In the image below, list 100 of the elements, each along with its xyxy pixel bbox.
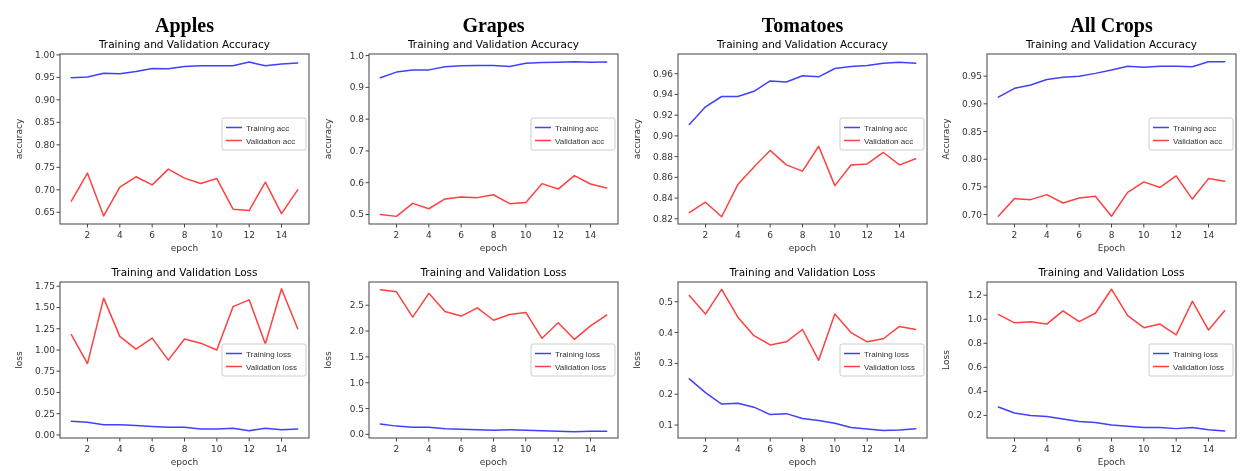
- x-tick-label: 10: [520, 444, 532, 454]
- x-tick-label: 12: [243, 444, 255, 454]
- y-tick-label: 1.5: [349, 351, 364, 362]
- y-tick-label: 1.0: [349, 377, 365, 388]
- y-tick-label: 0.4: [658, 327, 674, 338]
- y-tick-label: 0.86: [652, 172, 674, 183]
- y-tick-label: 0.75: [34, 366, 55, 377]
- y-tick-label: 0.82: [652, 213, 673, 224]
- x-tick-label: 12: [243, 230, 255, 240]
- x-tick-label: 6: [149, 444, 156, 454]
- x-tick-label: 6: [1076, 444, 1083, 454]
- x-tick-label: 8: [1108, 444, 1115, 454]
- line-series: [379, 60, 608, 79]
- y-tick-label: 0.75: [961, 181, 982, 192]
- legend-label: Training acc: [555, 123, 599, 133]
- y-axis-title: accuracy: [323, 118, 333, 160]
- x-tick-label: 10: [829, 444, 841, 454]
- x-tick-label: 2: [1011, 230, 1018, 240]
- y-tick-label: 1.00: [34, 344, 56, 355]
- y-axis-title: loss: [632, 351, 642, 369]
- y-tick-label: 0.70: [961, 209, 983, 220]
- x-tick-label: 12: [1170, 230, 1182, 240]
- x-tick-label: 8: [181, 230, 188, 240]
- x-tick-label: 8: [1108, 230, 1115, 240]
- x-tick-label: 10: [1138, 230, 1150, 240]
- line-series: [70, 288, 299, 365]
- y-axis-title: Loss: [941, 349, 951, 370]
- x-tick-label: 10: [211, 230, 223, 240]
- x-tick-label: 8: [490, 444, 497, 454]
- y-tick-label: 0.88: [652, 151, 674, 162]
- chart-title: Training and Validation Loss: [419, 266, 567, 278]
- x-tick-label: 10: [211, 444, 223, 454]
- x-tick-label: 6: [458, 444, 465, 454]
- y-tick-label: 0.9: [349, 82, 365, 93]
- y-tick-label: 0.94: [652, 89, 674, 100]
- legend-label: Training loss: [555, 349, 601, 359]
- line-series: [70, 61, 299, 79]
- chart-title: Training and Validation Loss: [110, 266, 258, 278]
- y-tick-label: 0.4: [967, 386, 983, 397]
- x-tick-label: 14: [1202, 230, 1215, 240]
- x-tick-label: 14: [1202, 444, 1215, 454]
- x-axis-title: epoch: [479, 457, 508, 467]
- chart-subtitle: Training and Validation Accuracy: [716, 38, 888, 50]
- chart-title: Apples: [155, 14, 215, 37]
- x-tick-label: 10: [829, 230, 841, 240]
- x-tick-label: 2: [702, 230, 709, 240]
- y-tick-label: 0.7: [349, 145, 364, 156]
- x-tick-label: 4: [734, 444, 741, 454]
- line-series: [688, 378, 917, 432]
- y-tick-label: 1.2: [967, 290, 982, 301]
- x-tick-label: 8: [490, 230, 497, 240]
- x-tick-label: 8: [181, 444, 188, 454]
- y-axis-title: accuracy: [14, 118, 24, 160]
- chart-title: Training and Validation Loss: [1037, 266, 1185, 278]
- chart-title: All Crops: [1070, 14, 1153, 37]
- x-tick-label: 8: [799, 230, 806, 240]
- x-tick-label: 6: [767, 230, 774, 240]
- y-tick-label: 0.5: [349, 209, 364, 220]
- line-series: [379, 423, 608, 433]
- line-series: [688, 288, 917, 362]
- x-tick-label: 12: [861, 230, 873, 240]
- line-series: [997, 61, 1226, 98]
- x-tick-label: 4: [425, 230, 432, 240]
- y-tick-label: 0.2: [658, 389, 673, 400]
- x-axis-title: epoch: [170, 457, 199, 467]
- chart-title: Training and Validation Loss: [728, 266, 876, 278]
- y-tick-label: 0.70: [34, 184, 56, 195]
- legend-label: Validation acc: [555, 136, 605, 146]
- y-tick-label: 0.3: [658, 358, 673, 369]
- line-series: [997, 175, 1226, 217]
- x-tick-label: 10: [520, 230, 532, 240]
- y-tick-label: 0.90: [34, 94, 56, 105]
- line-series: [70, 420, 299, 432]
- x-axis-title: epoch: [788, 243, 817, 253]
- y-tick-label: 1.50: [34, 302, 56, 313]
- chart-title: Tomatoes: [761, 14, 844, 36]
- line-series: [70, 168, 299, 217]
- x-tick-label: 8: [799, 444, 806, 454]
- x-tick-label: 4: [116, 444, 123, 454]
- line-series: [688, 61, 917, 126]
- x-tick-label: 2: [84, 444, 91, 454]
- y-axis-title: loss: [14, 351, 24, 369]
- x-tick-label: 14: [275, 444, 288, 454]
- y-tick-label: 0.65: [34, 207, 55, 218]
- y-axis-title: accuracy: [632, 118, 642, 160]
- x-axis-title: epoch: [170, 243, 199, 253]
- x-tick-label: 6: [458, 230, 465, 240]
- y-tick-label: 2.5: [349, 300, 364, 311]
- legend-label: Training acc: [1173, 123, 1217, 133]
- x-tick-label: 4: [1043, 230, 1050, 240]
- y-tick-label: 0.1: [658, 420, 673, 431]
- legend-label: Training acc: [246, 123, 290, 133]
- x-tick-label: 12: [1170, 444, 1182, 454]
- x-tick-label: 2: [1011, 444, 1018, 454]
- y-tick-label: 1.75: [34, 281, 55, 292]
- legend-label: Training loss: [864, 349, 910, 359]
- y-tick-label: 0.95: [34, 72, 55, 83]
- y-tick-label: 0.85: [961, 126, 982, 137]
- x-tick-label: 2: [84, 230, 91, 240]
- legend-label: Validation loss: [246, 362, 297, 372]
